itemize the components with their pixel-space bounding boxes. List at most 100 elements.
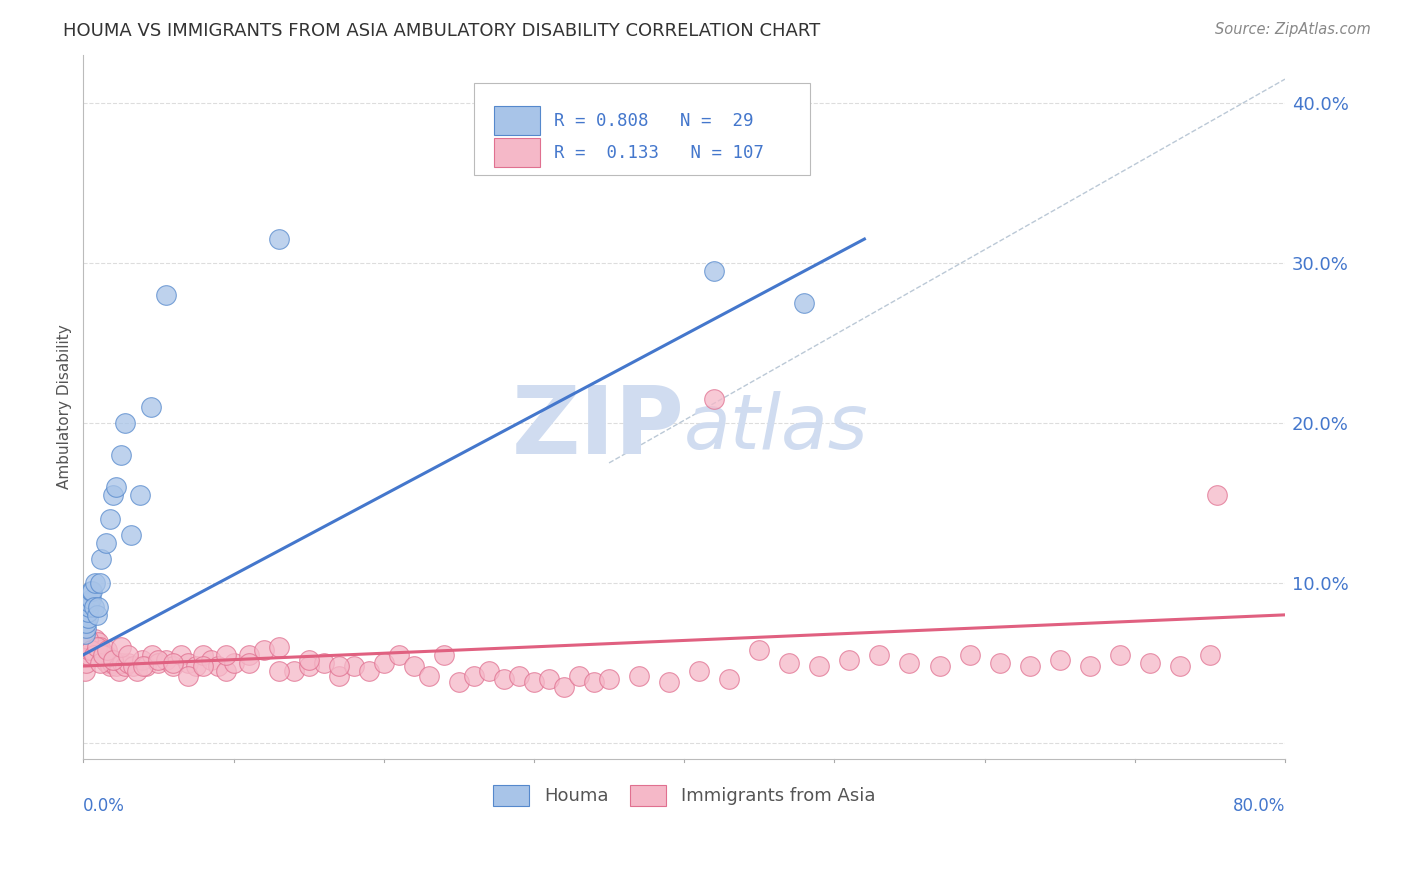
- Point: [793, 296, 815, 310]
- Point: [222, 656, 245, 670]
- Point: [98, 659, 121, 673]
- Point: [96, 656, 118, 670]
- Point: [959, 648, 981, 662]
- Point: [267, 640, 290, 654]
- Point: [117, 648, 139, 662]
- Point: [103, 652, 125, 666]
- Point: [90, 552, 112, 566]
- Point: [598, 672, 620, 686]
- Point: [838, 652, 860, 666]
- Point: [1168, 659, 1191, 673]
- Point: [129, 488, 152, 502]
- Point: [80, 591, 103, 606]
- FancyBboxPatch shape: [495, 138, 540, 168]
- Point: [688, 664, 710, 678]
- Point: [80, 643, 103, 657]
- Point: [148, 656, 170, 670]
- Point: [80, 640, 103, 654]
- Point: [537, 672, 560, 686]
- Text: HOUMA VS IMMIGRANTS FROM ASIA AMBULATORY DISABILITY CORRELATION CHART: HOUMA VS IMMIGRANTS FROM ASIA AMBULATORY…: [63, 22, 821, 40]
- Point: [703, 392, 725, 406]
- Point: [388, 648, 411, 662]
- Point: [83, 648, 105, 662]
- Point: [463, 668, 485, 682]
- Point: [343, 659, 366, 673]
- Point: [988, 656, 1011, 670]
- Point: [177, 668, 200, 682]
- Point: [508, 668, 530, 682]
- Point: [80, 583, 103, 598]
- Point: [135, 659, 157, 673]
- Point: [73, 664, 96, 678]
- Point: [267, 664, 290, 678]
- Point: [111, 656, 134, 670]
- Point: [87, 599, 110, 614]
- Point: [297, 652, 319, 666]
- Point: [283, 664, 305, 678]
- Text: R = 0.808   N =  29: R = 0.808 N = 29: [554, 112, 754, 129]
- Point: [170, 648, 193, 662]
- Point: [703, 264, 725, 278]
- Point: [718, 672, 741, 686]
- Point: [110, 640, 132, 654]
- Point: [121, 659, 143, 673]
- Point: [418, 668, 440, 682]
- Point: [89, 575, 111, 590]
- Point: [91, 648, 114, 662]
- Point: [117, 656, 139, 670]
- Point: [91, 648, 114, 662]
- Point: [328, 659, 350, 673]
- Point: [312, 656, 335, 670]
- Point: [155, 652, 177, 666]
- Point: [97, 652, 120, 666]
- Point: [373, 656, 395, 670]
- Point: [90, 643, 112, 657]
- Point: [84, 575, 107, 590]
- Point: [79, 643, 101, 657]
- Point: [778, 656, 800, 670]
- Point: [215, 648, 238, 662]
- Point: [75, 621, 97, 635]
- Point: [492, 672, 515, 686]
- Point: [108, 664, 131, 678]
- Point: [76, 648, 98, 662]
- Point: [402, 659, 425, 673]
- Point: [582, 675, 605, 690]
- Point: [658, 675, 681, 690]
- Point: [207, 659, 229, 673]
- Point: [868, 648, 890, 662]
- Point: [83, 599, 105, 614]
- Point: [105, 480, 128, 494]
- Point: [131, 652, 153, 666]
- Point: [76, 632, 98, 646]
- Point: [103, 488, 125, 502]
- Text: Source: ZipAtlas.com: Source: ZipAtlas.com: [1215, 22, 1371, 37]
- Point: [83, 643, 105, 657]
- Text: 80.0%: 80.0%: [1233, 797, 1285, 815]
- Point: [1108, 648, 1130, 662]
- Point: [184, 659, 207, 673]
- Point: [433, 648, 456, 662]
- Point: [898, 656, 921, 670]
- Point: [252, 643, 274, 657]
- Point: [155, 288, 177, 302]
- Point: [86, 640, 108, 654]
- Point: [1199, 648, 1222, 662]
- Point: [193, 659, 215, 673]
- Point: [120, 528, 142, 542]
- Point: [267, 232, 290, 246]
- Text: 0.0%: 0.0%: [83, 797, 125, 815]
- Point: [748, 643, 770, 657]
- Point: [1206, 488, 1229, 502]
- Point: [96, 643, 118, 657]
- Point: [105, 659, 128, 673]
- Point: [808, 659, 831, 673]
- Point: [76, 611, 98, 625]
- Point: [82, 637, 104, 651]
- Point: [162, 656, 184, 670]
- Point: [101, 656, 124, 670]
- Point: [86, 640, 108, 654]
- Text: R =  0.133   N = 107: R = 0.133 N = 107: [554, 144, 765, 161]
- Point: [73, 627, 96, 641]
- Point: [75, 637, 97, 651]
